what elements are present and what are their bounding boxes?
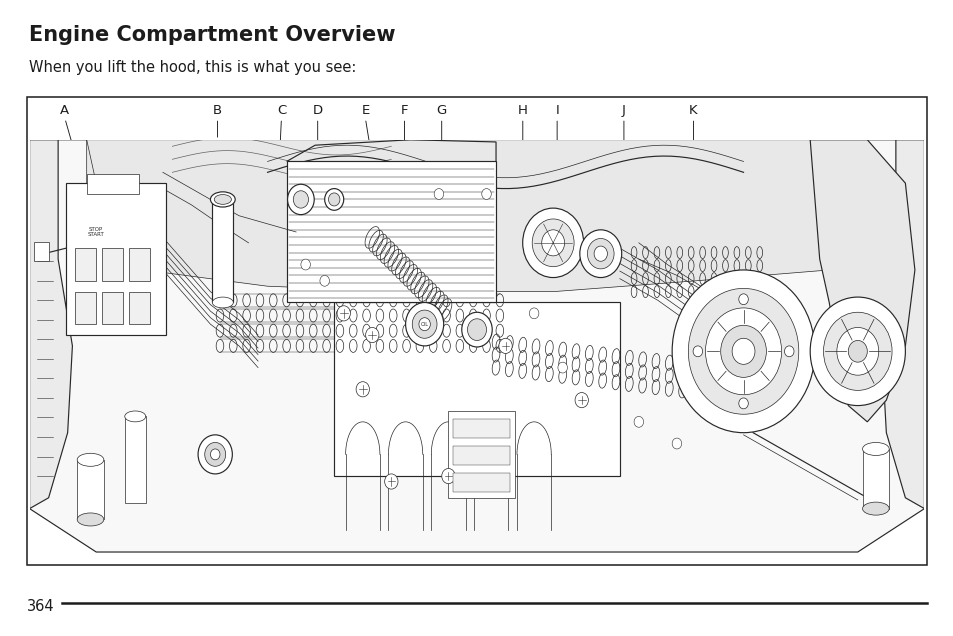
Circle shape xyxy=(328,193,339,206)
Circle shape xyxy=(731,338,754,364)
Circle shape xyxy=(293,191,308,208)
Bar xyxy=(34,242,49,261)
Circle shape xyxy=(319,275,329,286)
Circle shape xyxy=(688,288,798,414)
Polygon shape xyxy=(30,140,923,552)
Circle shape xyxy=(558,362,567,373)
Circle shape xyxy=(434,189,443,200)
Circle shape xyxy=(211,449,220,460)
Text: C: C xyxy=(276,104,286,117)
Circle shape xyxy=(405,303,443,346)
Polygon shape xyxy=(809,140,914,422)
Bar xyxy=(125,417,146,503)
Circle shape xyxy=(720,325,765,377)
Text: OIL: OIL xyxy=(420,322,428,327)
Circle shape xyxy=(587,238,614,269)
Circle shape xyxy=(704,308,781,395)
Text: A: A xyxy=(60,104,70,117)
Circle shape xyxy=(336,306,350,321)
Text: E: E xyxy=(361,104,369,117)
Bar xyxy=(862,449,888,509)
Circle shape xyxy=(365,328,378,343)
Circle shape xyxy=(324,189,343,211)
Polygon shape xyxy=(87,140,866,292)
Circle shape xyxy=(481,189,491,200)
Bar xyxy=(87,174,139,194)
Circle shape xyxy=(418,318,430,331)
Text: K: K xyxy=(688,104,698,117)
Circle shape xyxy=(579,230,621,277)
Text: STOP
START: STOP START xyxy=(88,226,105,237)
Circle shape xyxy=(300,259,310,270)
Text: I: I xyxy=(555,104,558,117)
Bar xyxy=(75,292,96,324)
Text: F: F xyxy=(400,104,408,117)
Polygon shape xyxy=(30,140,72,509)
Circle shape xyxy=(672,438,681,449)
Circle shape xyxy=(809,297,904,406)
Circle shape xyxy=(575,392,588,408)
Bar xyxy=(27,97,926,565)
Ellipse shape xyxy=(862,502,888,515)
Circle shape xyxy=(412,310,436,338)
Text: When you lift the hood, this is what you see:: When you lift the hood, this is what you… xyxy=(29,60,355,75)
Circle shape xyxy=(441,469,455,483)
Ellipse shape xyxy=(214,195,232,204)
Text: Engine Compartment Overview: Engine Compartment Overview xyxy=(29,25,395,45)
Polygon shape xyxy=(881,140,923,509)
Circle shape xyxy=(541,230,564,256)
Circle shape xyxy=(594,246,607,261)
Circle shape xyxy=(738,294,747,305)
Bar xyxy=(75,248,96,281)
Circle shape xyxy=(822,312,891,391)
Circle shape xyxy=(355,382,369,397)
Circle shape xyxy=(836,328,878,375)
Ellipse shape xyxy=(211,192,235,207)
Bar xyxy=(213,200,233,303)
Circle shape xyxy=(783,346,793,357)
Bar xyxy=(286,162,496,303)
Text: 364: 364 xyxy=(27,598,54,614)
Ellipse shape xyxy=(125,411,146,422)
Bar xyxy=(102,248,123,281)
Ellipse shape xyxy=(213,297,233,308)
Circle shape xyxy=(522,208,583,277)
Bar xyxy=(66,183,166,335)
Ellipse shape xyxy=(77,453,104,466)
Bar xyxy=(453,446,510,465)
Circle shape xyxy=(738,398,747,409)
Circle shape xyxy=(384,474,397,489)
Circle shape xyxy=(847,340,866,362)
Text: D: D xyxy=(313,104,322,117)
Text: H: H xyxy=(517,104,527,117)
Text: J: J xyxy=(621,104,625,117)
Bar xyxy=(448,411,515,498)
Bar xyxy=(453,418,510,438)
Bar xyxy=(129,292,150,324)
Ellipse shape xyxy=(862,443,888,455)
Circle shape xyxy=(467,319,486,340)
Circle shape xyxy=(672,270,814,432)
Ellipse shape xyxy=(77,513,104,526)
Bar xyxy=(334,303,619,476)
Circle shape xyxy=(693,346,701,357)
Circle shape xyxy=(461,312,492,347)
Circle shape xyxy=(205,443,226,466)
Circle shape xyxy=(532,219,574,266)
Bar xyxy=(453,473,510,492)
Circle shape xyxy=(287,184,314,214)
Circle shape xyxy=(198,435,233,474)
Bar xyxy=(129,248,150,281)
Circle shape xyxy=(498,338,512,354)
Circle shape xyxy=(529,308,538,319)
Bar xyxy=(102,292,123,324)
Text: G: G xyxy=(436,104,446,117)
Circle shape xyxy=(634,417,643,427)
Text: B: B xyxy=(213,104,222,117)
Bar xyxy=(77,460,104,520)
